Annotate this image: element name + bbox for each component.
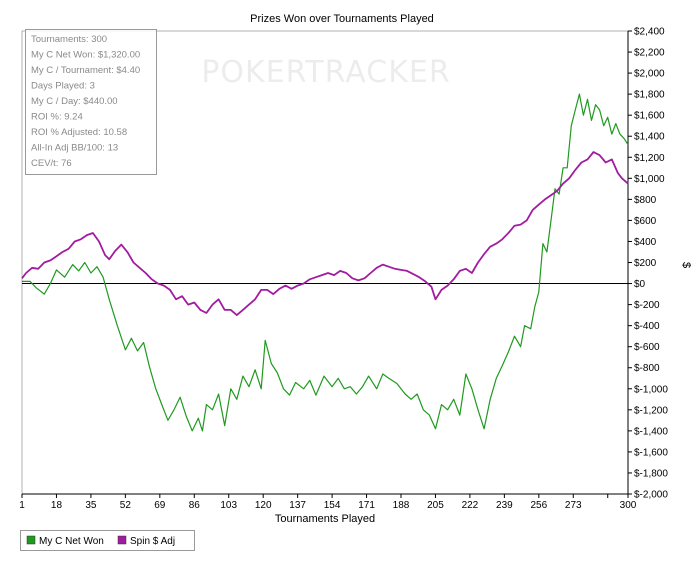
x-tick-label: 222 <box>462 500 479 511</box>
y-tick-label: $-2,000 <box>634 490 668 501</box>
x-tick-label: 256 <box>530 500 547 511</box>
stats-line: My C Net Won: $1,320.00 <box>31 50 140 61</box>
x-tick-label: 239 <box>496 500 513 511</box>
y-tick-label: $-1,400 <box>634 426 668 437</box>
x-tick-label: 300 <box>620 500 637 511</box>
y-tick-label: $1,000 <box>634 174 665 185</box>
y-tick-label: $-1,200 <box>634 405 668 416</box>
legend-frame <box>20 530 195 551</box>
x-tick-label: 120 <box>255 500 272 511</box>
y-tick-label: $1,200 <box>634 153 665 164</box>
x-tick-label: 103 <box>220 500 237 511</box>
stats-line: My C / Day: $440.00 <box>31 96 118 107</box>
x-tick-label: 273 <box>565 500 582 511</box>
x-tick-label: 1 <box>19 500 25 511</box>
x-axis-label: Tournaments Played <box>275 513 375 525</box>
y-tick-label: $-1,800 <box>634 468 668 479</box>
watermark-logo: POKERTRACKER <box>201 55 450 90</box>
x-tick-label: 171 <box>358 500 375 511</box>
y-tick-label: $-400 <box>634 321 660 332</box>
legend-swatch <box>117 535 127 545</box>
x-tick-label: 154 <box>324 500 341 511</box>
stats-line: CEV/t: 76 <box>31 158 72 169</box>
y-tick-label: $1,400 <box>634 132 665 143</box>
x-tick-label: 86 <box>189 500 201 511</box>
legend-label: My C Net Won <box>39 536 104 547</box>
legend-label: Spin $ Adj <box>130 536 175 547</box>
series-line-spin-adj <box>21 151 629 316</box>
stats-box: Tournaments: 300 My C Net Won: $1,320.00 M… <box>25 29 157 175</box>
x-tick-label: 35 <box>85 500 97 511</box>
stats-line: My C / Tournament: $4.40 <box>31 65 140 76</box>
stats-line: All-In Adj BB/100: 13 <box>31 143 118 154</box>
stats-line: ROI %: 9.24 <box>31 112 83 123</box>
x-tick-label: 69 <box>154 500 166 511</box>
stats-line: ROI % Adjusted: 10.58 <box>31 127 127 138</box>
y-tick-label: $1,600 <box>634 111 665 122</box>
x-tick-label: 205 <box>427 500 444 511</box>
y-tick-label: $400 <box>634 237 657 248</box>
stats-line: Tournaments: 300 <box>31 34 107 45</box>
watermark-text: POKERTRACKER <box>201 55 450 90</box>
axes: 1 18 35 52 69 86 103 120 137 154 171 188 205 222 239 25… <box>19 27 668 512</box>
y-tick-label: $2,200 <box>634 48 665 59</box>
chart-title: Prizes Won over Tournaments Played <box>250 13 434 25</box>
y-tick-label: $-800 <box>634 363 660 374</box>
y-tick-label: $2,400 <box>634 27 665 38</box>
stats-line: Days Played: 3 <box>31 81 95 92</box>
legend-swatch <box>26 535 36 545</box>
x-tick-label: 52 <box>120 500 132 511</box>
series-lines <box>21 93 629 432</box>
x-tick-label: 137 <box>289 500 306 511</box>
y-tick-label: $200 <box>634 258 657 269</box>
y-tick-label: $800 <box>634 195 657 206</box>
y-tick-label: $2,000 <box>634 69 665 80</box>
x-tick-label: 18 <box>51 500 63 511</box>
y-tick-label: $-200 <box>634 300 660 311</box>
stats-box-frame <box>25 29 157 175</box>
y-tick-label: $-1,600 <box>634 447 668 458</box>
x-tick-label: 188 <box>393 500 410 511</box>
y-axis-label: $ <box>680 262 692 268</box>
legend: My C Net Won Spin $ Adj <box>20 530 195 551</box>
y-tick-label: $600 <box>634 216 657 227</box>
y-tick-label: $1,800 <box>634 90 665 101</box>
y-tick-label: $-600 <box>634 342 660 353</box>
y-tick-label: $-1,000 <box>634 384 668 395</box>
y-tick-label: $0 <box>634 279 646 290</box>
